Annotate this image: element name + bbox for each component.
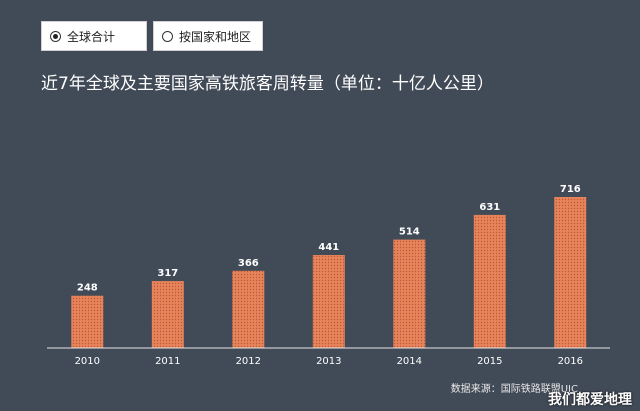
- bar-2014: [393, 239, 426, 348]
- tick-label-2011: 2011: [155, 356, 180, 367]
- value-label-2011: 317: [157, 268, 178, 279]
- tick-label-2012: 2012: [236, 356, 261, 367]
- source-note: 数据来源：国际铁路联盟UIC: [450, 384, 578, 395]
- value-label-2010: 248: [77, 283, 98, 294]
- bar-2010: [71, 295, 104, 348]
- value-label-2016: 716: [560, 184, 581, 195]
- chart-title: 近7年全球及主要国家高铁旅客周转量（单位：十亿人公里）: [41, 74, 494, 94]
- tick-label-2013: 2013: [316, 356, 341, 367]
- bar-2016: [554, 197, 587, 348]
- value-label-2012: 366: [238, 258, 259, 269]
- labels-group: 248 2010 317 2011 366 2012 441 2013 514 2014 631 20…: [75, 184, 583, 367]
- radio-unselected-icon[interactable]: [162, 30, 173, 42]
- option-by-country[interactable]: 按国家和地区: [153, 21, 263, 51]
- option-label: 全球合计: [67, 29, 116, 44]
- bars-group: [71, 197, 587, 348]
- tick-label-2010: 2010: [75, 356, 100, 367]
- tick-label-2014: 2014: [397, 356, 422, 367]
- tick-label-2016: 2016: [558, 356, 583, 367]
- bar-2015: [473, 214, 506, 348]
- bar-2013: [312, 255, 345, 348]
- value-label-2013: 441: [318, 242, 339, 253]
- bar-2011: [151, 281, 184, 348]
- tick-label-2015: 2015: [477, 356, 502, 367]
- value-label-2014: 514: [399, 227, 420, 238]
- radio-selected-icon[interactable]: [50, 30, 61, 42]
- option-global-total[interactable]: 全球合计: [41, 21, 147, 51]
- option-label: 按国家和地区: [179, 29, 252, 44]
- value-label-2015: 631: [479, 202, 500, 213]
- bar-2012: [232, 270, 265, 348]
- watermark: 我们都爱地理: [548, 392, 632, 408]
